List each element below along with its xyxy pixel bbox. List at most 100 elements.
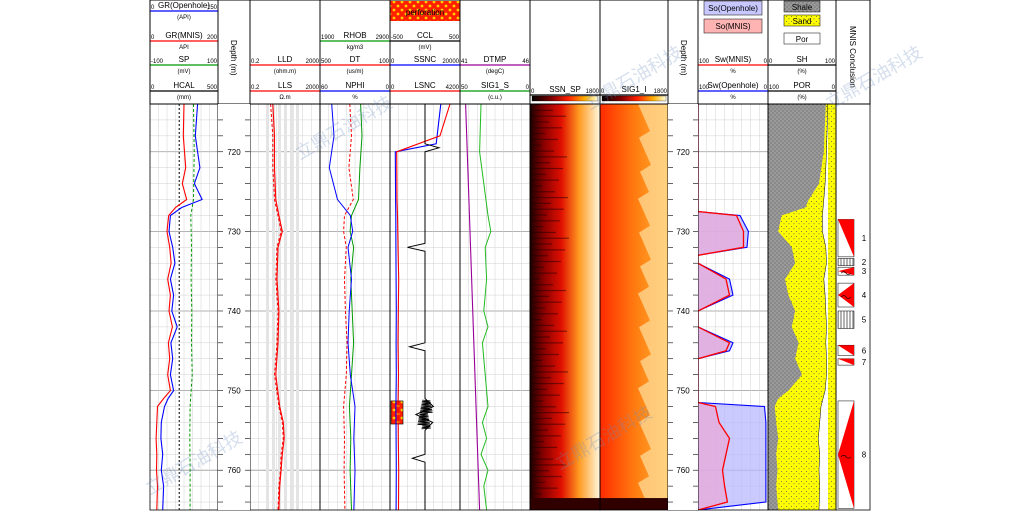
image-streak xyxy=(530,144,541,146)
image-streak xyxy=(530,412,569,414)
header-max-gr-mnis-: 200 xyxy=(207,35,218,41)
image-streak xyxy=(530,220,560,222)
conclusion-label: 5 xyxy=(862,316,867,325)
conclusion-zone: 6 xyxy=(837,344,867,356)
header-label-sig1-s: SIG1_S xyxy=(481,81,509,90)
header-unit-por: (%) xyxy=(797,95,806,101)
image-streak xyxy=(530,470,549,472)
header-label-ssnc: SSNC xyxy=(414,55,436,64)
header-unit-gr-openhole-: (API) xyxy=(177,15,191,21)
image-edge-sig1-i xyxy=(608,104,668,510)
header-max-lsnc: 4200 xyxy=(446,85,460,91)
image-streak xyxy=(530,342,563,344)
header-label-sw-openhole-: Sw(Openhole) xyxy=(707,81,758,90)
conclusion-label: 8 xyxy=(862,451,867,460)
conclusion-label: 4 xyxy=(862,291,867,300)
header-unit-dtmp: (degC) xyxy=(486,69,504,75)
image-streak xyxy=(530,255,548,257)
header-unit-gr-mnis-: API xyxy=(179,45,189,51)
header-label-rhob: RHOB xyxy=(343,31,366,40)
image-streak xyxy=(530,458,553,460)
image-streak xyxy=(530,475,562,478)
header-label-gr-openhole-: GR(Openhole) xyxy=(158,1,210,10)
image-streak xyxy=(530,231,556,234)
conclusion-zone: 7 xyxy=(837,358,867,367)
image-streak xyxy=(530,446,557,449)
resistivity-shading xyxy=(272,104,275,510)
depth-tick-label: 750 xyxy=(227,387,241,396)
curve-dt xyxy=(343,104,354,510)
image-streak xyxy=(530,487,558,489)
image-streak xyxy=(530,330,567,332)
conclusion-oil-water-symbol xyxy=(838,267,854,276)
conclusion-oil-water-symbol xyxy=(838,400,854,509)
header-min-hcal: 0 xyxy=(151,85,155,91)
image-streak xyxy=(530,307,545,309)
image-streak xyxy=(530,208,564,210)
header-max-sw-mnis-: 0 xyxy=(764,59,768,65)
header-label-sig1-i: SIG1_I xyxy=(622,85,647,94)
header-min-lld: 0.2 xyxy=(251,59,260,65)
header-label-sh: SH xyxy=(796,55,807,64)
image-streak xyxy=(530,319,541,321)
image-streak xyxy=(530,324,554,327)
image-streak xyxy=(530,301,562,303)
image-streak xyxy=(530,179,559,181)
header-min-sig1-s: 50 xyxy=(461,85,468,91)
curve-gr-openhole xyxy=(160,104,203,510)
depth-tick-label: 720 xyxy=(676,148,690,157)
header-max-hcal: 500 xyxy=(207,85,218,91)
legend-swatch-soopenhole xyxy=(703,0,763,16)
header-unit-ccl: (mV) xyxy=(419,45,432,51)
image-streak xyxy=(530,127,562,129)
header-unit-lld: (ohm.m) xyxy=(274,69,296,75)
header-label-ccl: CCL xyxy=(417,31,434,40)
conclusion-oil-symbol xyxy=(838,219,854,257)
image-streak xyxy=(530,284,553,286)
depth-tick-label: 730 xyxy=(227,227,241,236)
header-label-sw-mnis-: Sw(MNIS) xyxy=(715,55,752,64)
depth-tick-label: 750 xyxy=(676,387,690,396)
image-streak xyxy=(530,417,552,420)
conclusion-oil-symbol xyxy=(838,358,854,366)
conclusion-zone: 3 xyxy=(837,266,867,276)
depth-axis-title: Depth (m) xyxy=(679,40,688,76)
header-max-ssn-sp: 1800 xyxy=(586,89,600,95)
image-streak xyxy=(530,121,549,123)
resistivity-shading xyxy=(296,104,299,510)
header-label-hcal: HCAL xyxy=(173,81,195,90)
header-min-sw-openhole-: 100 xyxy=(699,85,710,91)
header-max-sig1-i: 1800 xyxy=(654,89,668,95)
image-streak xyxy=(530,481,545,483)
header-min-lls: 0.2 xyxy=(251,85,260,91)
image-track-ssn-sp xyxy=(530,104,600,510)
header-min-sp: -100 xyxy=(151,59,164,65)
header-label-ssn-sp: SSN_SP xyxy=(549,85,581,94)
legend-swatch-por xyxy=(783,32,821,45)
curve-lld xyxy=(272,104,285,510)
header-max-gr-openhole-: 150 xyxy=(207,5,218,11)
image-streak xyxy=(530,249,565,251)
legend-swatch-sand xyxy=(783,14,821,27)
image-streak xyxy=(530,423,565,425)
header-max-ccl: 500 xyxy=(449,35,460,41)
image-streak xyxy=(530,156,567,158)
colorbar-t8 xyxy=(601,95,667,102)
image-streak xyxy=(530,185,542,187)
depth-tick-label: 740 xyxy=(227,307,241,316)
header-label-lls: LLS xyxy=(278,81,292,90)
image-streak xyxy=(530,435,561,437)
image-streak xyxy=(530,359,542,361)
image-streak xyxy=(530,167,563,170)
curve-lls xyxy=(270,104,284,510)
header-min-sh: 0 xyxy=(769,59,773,65)
header-label-mnis-conclusion: MNIS Conclusion xyxy=(848,26,857,88)
perforation-interval xyxy=(390,400,404,425)
conclusion-zone: 2 xyxy=(837,258,867,267)
image-streak xyxy=(530,493,541,495)
resistivity-shading xyxy=(266,104,269,510)
legend-swatch-shale xyxy=(783,0,821,13)
image-streak xyxy=(530,138,558,141)
